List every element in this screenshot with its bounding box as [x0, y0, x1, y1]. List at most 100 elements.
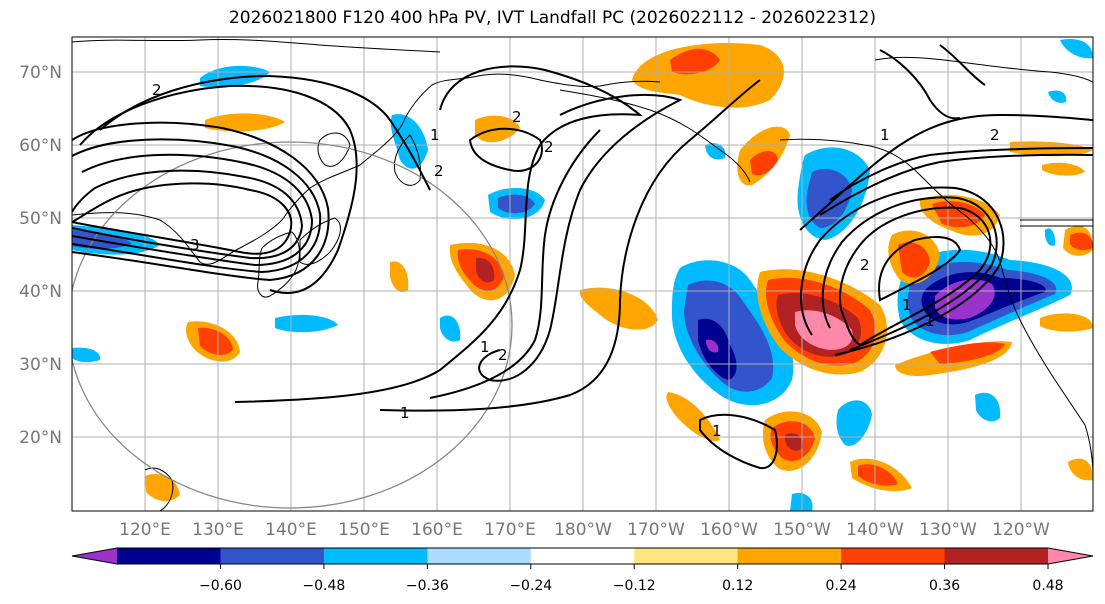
blue-patch	[440, 315, 461, 342]
colorbar-tick-label: −0.12	[613, 578, 656, 594]
contour-line	[429, 129, 601, 399]
colorbar-tick-label: −0.36	[406, 578, 449, 594]
contour-label: 3	[190, 236, 200, 254]
colorbar-cell	[737, 548, 842, 564]
colorbar-tick-label: 0.48	[1032, 578, 1063, 594]
colorbar-cell	[944, 548, 1049, 564]
blue-patch	[836, 400, 872, 446]
purple-patch	[706, 339, 719, 353]
lat-label: 40°N	[19, 282, 62, 302]
contour-line	[879, 49, 961, 120]
contour-label: 2	[434, 162, 444, 180]
red-patch	[750, 151, 778, 176]
orange-patch	[1042, 162, 1085, 176]
colorbar: −0.60 −0.48 −0.36 −0.24 −0.12 0.12 0.24 0.36 0.4…	[71, 547, 1094, 594]
orange-patch	[1068, 458, 1093, 481]
orange-patch	[205, 113, 285, 132]
red-patch	[198, 327, 233, 355]
lon-label: 160°E	[411, 520, 463, 540]
blue-patch	[975, 392, 1001, 422]
contour-line	[72, 169, 304, 260]
lon-label: 120°W	[992, 520, 1050, 540]
contour-line	[839, 206, 992, 347]
contour-labels: 2 3 2 2 1 1 2 2 1 1 1 2 2 1 1	[152, 81, 1000, 440]
colorbar-cell	[530, 548, 635, 564]
arctic-coast	[72, 38, 441, 53]
pv-shading	[72, 38, 1093, 511]
orange-patch	[666, 392, 720, 442]
graticule	[72, 37, 1093, 511]
colorbar-tick-label: −0.24	[509, 578, 552, 594]
contour-line	[99, 74, 431, 191]
kamchatka-coast	[393, 134, 421, 186]
lat-label: 50°N	[19, 209, 62, 229]
lat-label: 20°N	[19, 428, 62, 448]
lon-label: 150°E	[338, 520, 390, 540]
lat-label: 60°N	[19, 136, 62, 156]
lon-label: 150°W	[773, 520, 831, 540]
contour-label: 1	[400, 404, 410, 422]
contour-line	[829, 147, 1093, 201]
contour-label: 2	[990, 126, 1000, 144]
blue-patch	[790, 492, 813, 511]
orange-patch	[390, 261, 409, 293]
colorbar-tick-label: 0.36	[929, 578, 960, 594]
colorbar-extend-high	[1048, 548, 1093, 564]
colorbar-cell	[117, 548, 221, 564]
colorbar-outline	[71, 547, 1094, 565]
blue-patch	[1060, 38, 1093, 59]
red-patch	[930, 342, 1005, 364]
alaska-aleutian-coast	[559, 89, 751, 183]
lon-label: 180°W	[554, 520, 612, 540]
border-lines	[1020, 219, 1093, 227]
contour-line	[800, 186, 1005, 356]
blue-patch	[1048, 90, 1067, 103]
contour-label: 1	[712, 422, 722, 440]
lat-label: 30°N	[19, 355, 62, 375]
red-patch	[1070, 232, 1093, 251]
red-patch	[898, 242, 930, 278]
colorbar-cell	[427, 548, 532, 564]
darkred-patch	[476, 257, 495, 283]
orange-patch	[1040, 313, 1093, 332]
colorbar-tick-label: −0.48	[302, 578, 345, 594]
darkred-patch	[785, 433, 804, 451]
contour-label: 1	[880, 126, 890, 144]
colorbar-tick-label: 0.12	[722, 578, 753, 594]
blue-patch	[705, 143, 726, 160]
contour-line	[234, 65, 643, 403]
map-frame	[71, 36, 1094, 512]
lon-label: 170°E	[484, 520, 536, 540]
colorbar-extend-low	[72, 548, 117, 564]
contour-label: 2	[544, 138, 554, 156]
colorbar-tick-label: 0.24	[826, 578, 857, 594]
contour-line	[699, 413, 778, 470]
contour-label: 1	[902, 296, 912, 314]
figure-title: 2026021800 F120 400 hPa PV, IVT Landfall…	[228, 8, 876, 28]
contour-label: 2	[860, 256, 870, 274]
blue-patch	[72, 347, 101, 363]
lon-label: 140°E	[265, 520, 317, 540]
red-patch	[670, 48, 720, 75]
colorbar-cell	[323, 548, 428, 564]
contour-label: 2	[152, 81, 162, 99]
contour-line	[72, 121, 330, 282]
orange-patch	[145, 474, 180, 502]
lon-label: 140°W	[846, 520, 904, 540]
sakhalin-coast	[317, 132, 351, 167]
pink-patch	[795, 310, 853, 350]
contour-line	[799, 113, 1093, 231]
ivt-contours	[72, 44, 1093, 470]
colorbar-tick-label: −0.60	[199, 578, 242, 594]
contour-line	[939, 44, 986, 86]
contour-line	[819, 153, 1093, 216]
lon-label: 120°E	[119, 520, 171, 540]
colorbar-cell	[634, 548, 739, 564]
contour-line	[821, 196, 998, 351]
contour-line	[72, 138, 322, 274]
contour-label: 2	[512, 108, 522, 126]
arctic-canada-coast	[874, 56, 1093, 83]
lat-label: 70°N	[19, 63, 62, 83]
blue-patch	[1044, 228, 1056, 246]
lon-label: 160°W	[700, 520, 758, 540]
